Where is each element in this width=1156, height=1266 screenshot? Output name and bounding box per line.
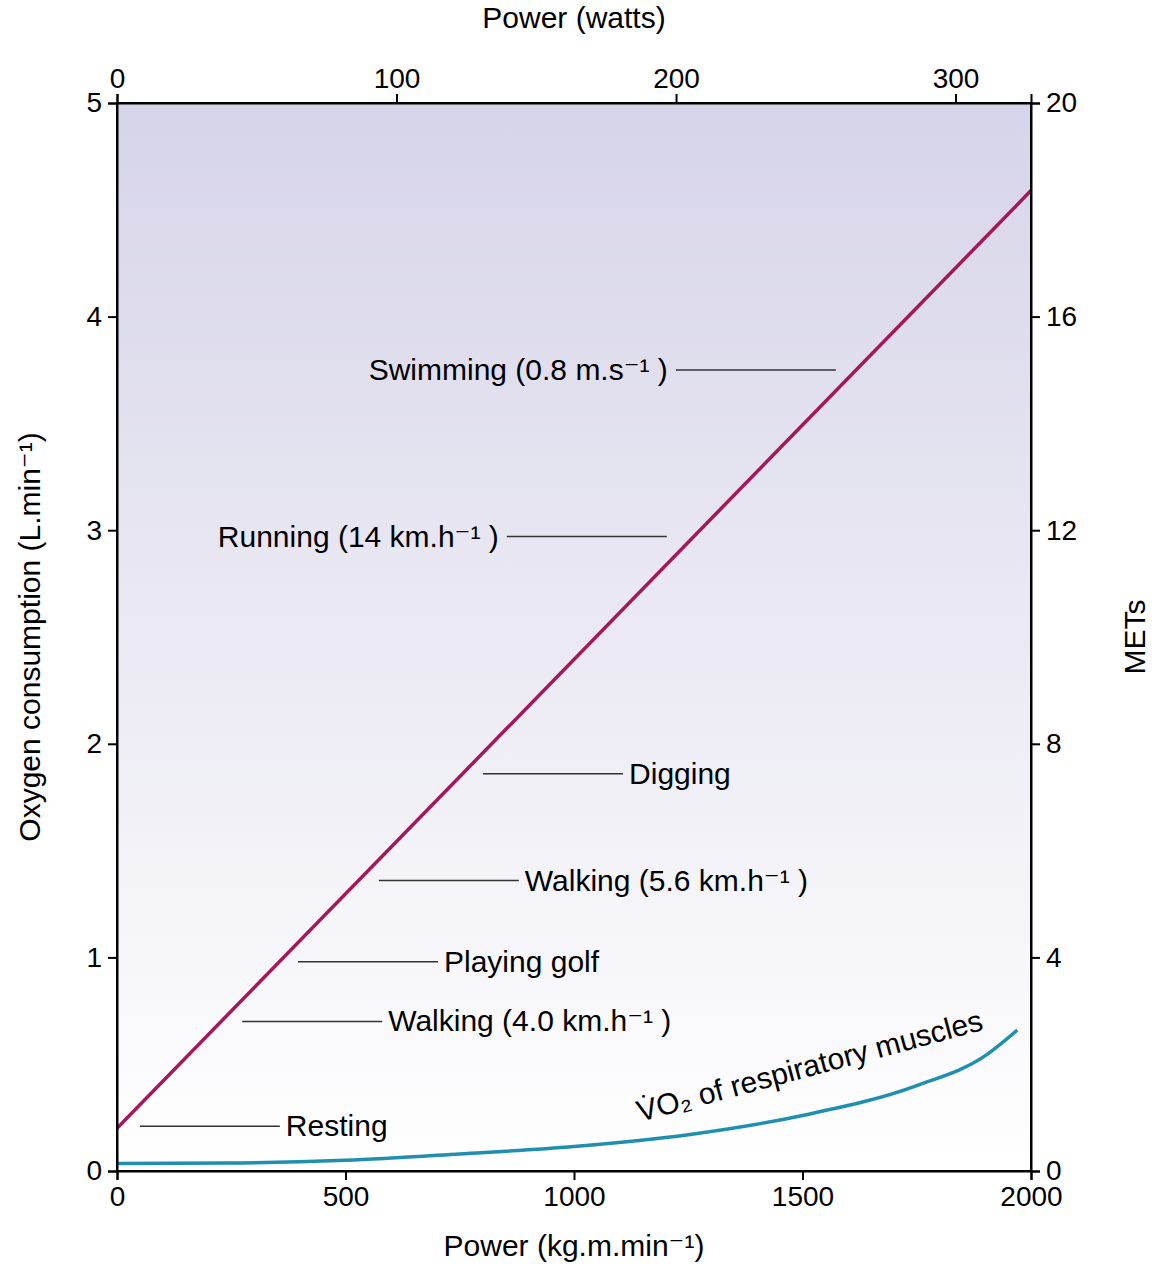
tick-mark — [396, 94, 398, 103]
tick: 16 — [1031, 301, 1077, 332]
annotation: Walking (5.6 km.h⁻¹ ) — [525, 864, 808, 897]
tick-label: 20 — [1046, 87, 1077, 118]
x2-axis-title: Power (watts) — [482, 1, 665, 34]
tick-mark — [1031, 103, 1040, 105]
tick: 4 — [1031, 942, 1062, 973]
tick-label: 4 — [86, 301, 102, 332]
axis-line — [108, 104, 118, 1172]
x-axis-title: Power (kg.m.min⁻¹) — [444, 1229, 705, 1262]
tick-mark — [1031, 1171, 1040, 1173]
tick-label: 0 — [86, 1155, 102, 1186]
y2-axis-title: METs — [1118, 600, 1151, 675]
tick-mark — [108, 743, 117, 745]
leader-line — [483, 773, 623, 775]
y2-axis: 0 4 8 12 16 20 — [1031, 87, 1077, 1186]
tick-label: 1 — [86, 942, 102, 973]
tick-label: 5 — [86, 87, 102, 118]
axis-line — [118, 94, 1032, 104]
y-axis-title: Oxygen consumption (L.min⁻¹) — [13, 432, 46, 841]
tick: 1 — [86, 942, 117, 973]
tick-label: 500 — [323, 1181, 370, 1212]
tick: 0 — [110, 1171, 126, 1212]
tick: 1000 — [543, 1171, 605, 1212]
tick: 0 — [110, 63, 126, 103]
axis-line — [118, 1172, 1032, 1181]
tick: 100 — [374, 63, 421, 103]
tick-label: 200 — [653, 63, 700, 94]
tick: 20 — [1031, 87, 1077, 118]
tick-mark — [345, 1171, 347, 1180]
tick-mark — [1031, 957, 1040, 959]
axis-line — [1032, 104, 1041, 1172]
plot-frame — [117, 103, 1031, 1171]
tick: 2 — [86, 728, 117, 759]
tick-label: 300 — [933, 63, 980, 94]
tick: 12 — [1031, 515, 1077, 546]
annotations: Resting Walking (4.0 km.h⁻¹ ) Playing golf… — [140, 353, 836, 1142]
tick: 500 — [323, 1171, 370, 1212]
tick-label: 4 — [1046, 942, 1062, 973]
tick-label: 16 — [1046, 301, 1077, 332]
tick-mark — [108, 316, 117, 318]
tick-mark — [1031, 743, 1040, 745]
tick: 0 — [1031, 1155, 1062, 1186]
tick-mark — [108, 957, 117, 959]
tick: 3 — [86, 515, 117, 546]
leader-line — [140, 1125, 280, 1127]
tick-mark — [802, 1171, 804, 1180]
tick-mark — [574, 1171, 576, 1180]
annotation: Running (14 km.h⁻¹ ) — [218, 520, 499, 553]
tick-mark — [955, 94, 957, 103]
tick-label: 12 — [1046, 515, 1077, 546]
tick-mark — [676, 94, 678, 103]
tick-label: 100 — [374, 63, 421, 94]
y-axis: 0 1 2 3 4 5 — [86, 87, 117, 1186]
annotation: Resting — [286, 1109, 388, 1142]
marks — [117, 191, 1031, 1164]
annotation: Playing golf — [444, 945, 600, 978]
tick: 4 — [86, 301, 117, 332]
leader-line — [242, 1021, 382, 1023]
leader-line — [676, 369, 836, 371]
tick-label: 0 — [110, 63, 126, 94]
chart: 0500100015002000012345010020030004812162… — [0, 0, 1156, 1266]
tick-label: 1000 — [543, 1181, 605, 1212]
series-label: V̇O₂ of respiratory muscles — [633, 1004, 986, 1128]
tick-mark — [1031, 316, 1040, 318]
tick-label: 2 — [86, 728, 102, 759]
tick: 300 — [933, 63, 980, 103]
tick-mark — [108, 530, 117, 532]
leader-line — [298, 961, 438, 963]
x-axis: 0500100015002000 — [110, 1171, 1063, 1212]
tick: 200 — [653, 63, 700, 103]
tick-mark — [1031, 530, 1040, 532]
plot-background — [117, 103, 1031, 1171]
tick-label: 1500 — [772, 1181, 834, 1212]
tick: 0 — [86, 1155, 117, 1186]
series-line — [117, 191, 1031, 1129]
tick: 8 — [1031, 728, 1062, 759]
leader-line — [379, 880, 519, 882]
tick-label: 8 — [1046, 728, 1062, 759]
tick-mark — [108, 103, 117, 105]
tick-label: 0 — [110, 1181, 126, 1212]
annotation: Digging — [629, 757, 731, 790]
tick: 1500 — [772, 1171, 834, 1212]
tick-label: 0 — [1046, 1155, 1062, 1186]
tick-label: 3 — [86, 515, 102, 546]
annotation: Swimming (0.8 m.s⁻¹ ) — [369, 353, 668, 386]
annotation: Walking (4.0 km.h⁻¹ ) — [388, 1004, 671, 1037]
tick-mark — [117, 94, 119, 103]
leader-line — [507, 536, 667, 538]
x2-axis: 0 100 200 300 — [110, 63, 1032, 104]
tick-mark — [108, 1171, 117, 1173]
